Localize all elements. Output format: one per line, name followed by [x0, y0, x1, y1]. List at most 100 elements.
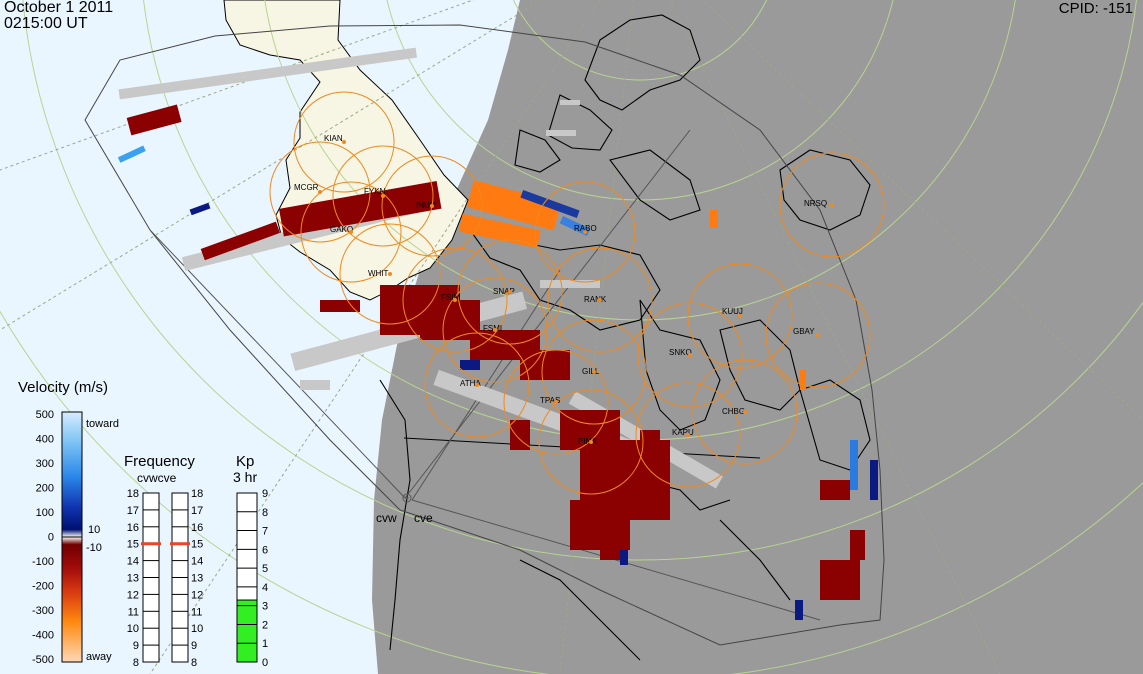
kp-gridlines	[237, 492, 257, 663]
station-label-snko: SNKO	[669, 348, 692, 357]
kp-tick-3: 3	[262, 601, 268, 613]
kp-tick-5: 5	[262, 563, 268, 575]
kp-tick-7: 7	[262, 526, 268, 538]
kp-tick-labels: 9 8 7 6 5 4 3 2 1 0	[262, 488, 268, 669]
station-label-gbay: GBAY	[793, 327, 815, 336]
velocity-toward-label: toward	[86, 418, 119, 430]
velocity-threshold-neg: -10	[86, 542, 102, 554]
frequency-tick-right-13: 13	[191, 573, 203, 585]
kp-tick-0: 0	[262, 657, 268, 669]
station-label-chbg: CHBG	[722, 407, 745, 416]
frequency-legend-title: Frequency	[124, 453, 195, 470]
frequency-tick-left-10: 10	[127, 623, 139, 635]
frequency-tick-left-14: 14	[127, 556, 139, 568]
station-label-nrsq: NRSQ	[804, 199, 827, 208]
station-label-mcgr: MCGR	[294, 183, 319, 192]
kp-legend-title: Kp	[236, 453, 254, 470]
velocity-tick-300: 300	[36, 458, 54, 470]
velocity-tick--100: -100	[32, 556, 54, 568]
frequency-tick-right-12: 12	[191, 589, 203, 601]
velocity-tick-100: 100	[36, 507, 54, 519]
station-label-pina: PINA	[578, 437, 597, 446]
station-label-fykn: FYKN	[364, 187, 386, 196]
velocity-tick--400: -400	[32, 630, 54, 642]
frequency-legend: Frequency cvwcve 18 17 16 15 14 13 12 11 10 9 8 18…	[124, 453, 203, 669]
frequency-tick-left-13: 13	[127, 573, 139, 585]
station-label-kapu: KAPU	[672, 428, 694, 437]
station-label-rabo: RABO	[574, 224, 597, 233]
frequency-tick-right-18: 18	[191, 488, 203, 500]
frequency-tick-right-9: 9	[191, 640, 197, 652]
nightside-region	[372, 0, 1143, 674]
frequency-tick-left-18: 18	[127, 488, 139, 500]
velocity-tick-400: 400	[36, 434, 54, 446]
velocity-threshold-pos: 10	[88, 524, 100, 536]
frequency-tick-left-15: 15	[127, 539, 139, 551]
radar-label-cvw: cvw	[376, 511, 397, 525]
station-fov-circles	[269, 91, 885, 495]
radar-label-cve: cve	[414, 511, 433, 525]
station-label-whit: WHIT	[368, 269, 389, 278]
scatter-data	[117, 47, 878, 620]
velocity-tick-500: 500	[36, 409, 54, 421]
frequency-tick-left-12: 12	[127, 589, 139, 601]
frequency-tick-labels-left: 18 17 16 15 14 13 12 11 10 9 8	[127, 488, 139, 669]
station-label-tpas: TPAS	[540, 396, 560, 405]
velocity-tick--200: -200	[32, 581, 54, 593]
radar-sites: cvw cve	[376, 493, 433, 525]
kp-legend: Kp 3 hr 9 8 7 6 5 4 3 2 1 0	[233, 453, 268, 669]
frequency-tick-right-14: 14	[191, 556, 203, 568]
frequency-tick-right-11: 11	[191, 606, 202, 618]
station-label-fsim: FSIM	[441, 293, 460, 302]
station-labels: KIAN MCGR FYKN INUV GAKO WHIT SNAP RANK …	[294, 134, 827, 446]
coastlines	[379, 14, 871, 661]
velocity-legend-title: Velocity (m/s)	[18, 379, 108, 396]
frequency-tick-left-9: 9	[133, 640, 139, 652]
plot-time: 0215:00 UT	[4, 15, 88, 32]
frequency-tick-left-8: 8	[133, 657, 139, 669]
frequency-tick-left-11: 11	[128, 606, 139, 618]
frequency-legend-subtitle: cvwcve	[137, 471, 177, 485]
cpid-label: CPID:	[1058, 0, 1099, 17]
kp-bar-fill	[236, 599, 258, 663]
kp-tick-9: 9	[262, 488, 268, 500]
frequency-gridlines	[143, 492, 188, 663]
frequency-tick-right-17: 17	[191, 505, 203, 517]
frequency-tick-left-16: 16	[127, 522, 139, 534]
velocity-tick-0: 0	[48, 532, 54, 544]
cpid-readout: CPID: -151	[1059, 0, 1133, 17]
velocity-legend: Velocity (m/s) toward away 10 -10 500 400…	[18, 379, 119, 666]
frequency-tick-right-8: 8	[191, 657, 197, 669]
velocity-tick-200: 200	[36, 483, 54, 495]
velocity-tick--300: -300	[32, 605, 54, 617]
kp-tick-6: 6	[262, 544, 268, 556]
station-markers	[318, 140, 834, 444]
kp-tick-8: 8	[262, 507, 268, 519]
radar-fov-outline	[84, 24, 885, 646]
station-label-gako: GAKO	[330, 225, 353, 234]
cpid-value: -151	[1102, 0, 1133, 17]
kp-legend-subtitle: 3 hr	[233, 469, 257, 485]
plot-date: October 1 2011	[4, 0, 114, 16]
frequency-tick-right-15: 15	[191, 539, 203, 551]
frequency-tick-labels-right: 18 17 16 15 14 13 12 11 10 9 8	[191, 488, 203, 669]
station-label-fsmi: FSMI	[483, 324, 502, 333]
station-label-kian: KIAN	[324, 134, 343, 143]
kp-tick-1: 1	[262, 638, 268, 650]
kp-tick-4: 4	[262, 582, 268, 594]
station-label-atha: ATHA	[460, 379, 481, 388]
station-label-rank: RANK	[584, 295, 607, 304]
station-label-gill: GILL	[582, 367, 600, 376]
station-label-snap: SNAP	[493, 287, 515, 296]
velocity-tick-labels: 500 400 300 200 100 0 -100 -200 -300 -400 -500	[32, 409, 54, 666]
station-label-kuuj: KUUJ	[722, 307, 743, 316]
kp-tick-2: 2	[262, 619, 268, 631]
frequency-tick-left-17: 17	[127, 505, 139, 517]
station-label-inuv: INUV	[416, 201, 436, 210]
velocity-tick--500: -500	[32, 654, 54, 666]
frequency-tick-right-16: 16	[191, 522, 203, 534]
frequency-tick-right-10: 10	[191, 623, 203, 635]
